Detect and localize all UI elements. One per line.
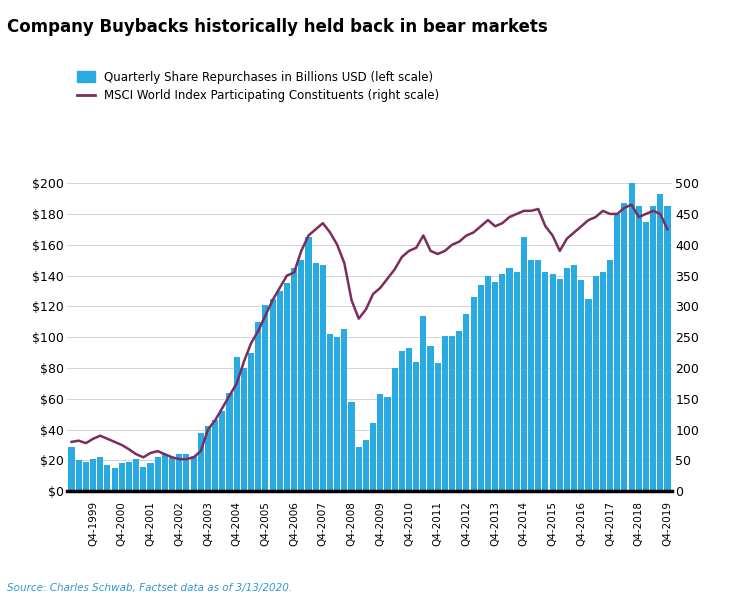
Bar <box>406 348 412 491</box>
Bar <box>212 420 218 491</box>
Bar <box>241 368 247 491</box>
Bar <box>198 432 204 491</box>
Bar <box>270 299 276 491</box>
Bar <box>75 461 82 491</box>
Text: Company Buybacks historically held back in bear markets: Company Buybacks historically held back … <box>7 18 548 36</box>
Bar <box>435 364 440 491</box>
Bar <box>485 276 491 491</box>
Bar <box>299 260 304 491</box>
Bar <box>500 274 505 491</box>
Bar <box>471 297 477 491</box>
Bar <box>442 335 448 491</box>
Bar <box>399 351 405 491</box>
Bar <box>477 285 484 491</box>
Bar <box>90 459 96 491</box>
Bar <box>104 465 111 491</box>
Bar <box>657 194 664 491</box>
Bar <box>205 426 211 491</box>
Bar <box>456 331 463 491</box>
Bar <box>83 462 89 491</box>
Bar <box>176 454 183 491</box>
Bar <box>506 268 513 491</box>
Bar <box>154 457 161 491</box>
Bar <box>607 260 613 491</box>
Bar <box>98 457 103 491</box>
Text: Source: Charles Schwab, Factset data as of 3/13/2020.: Source: Charles Schwab, Factset data as … <box>7 583 293 593</box>
Bar <box>276 291 283 491</box>
Bar <box>313 263 319 491</box>
Bar <box>305 237 312 491</box>
Bar <box>571 265 577 491</box>
Bar <box>133 459 139 491</box>
Bar <box>535 260 541 491</box>
Bar <box>621 203 627 491</box>
Bar <box>255 322 262 491</box>
Bar <box>219 411 225 491</box>
Bar <box>148 464 154 491</box>
Bar <box>449 335 455 491</box>
Bar <box>377 394 384 491</box>
Bar <box>600 273 606 491</box>
Bar <box>183 454 189 491</box>
Bar <box>542 273 548 491</box>
Bar <box>628 183 635 491</box>
Bar <box>284 283 290 491</box>
Bar <box>650 206 656 491</box>
Bar <box>420 316 426 491</box>
Bar <box>664 206 670 491</box>
Bar <box>463 314 469 491</box>
Bar <box>334 337 340 491</box>
Bar <box>69 446 75 491</box>
Bar <box>384 397 390 491</box>
Bar <box>327 334 333 491</box>
Bar <box>636 206 641 491</box>
Bar <box>550 274 556 491</box>
Bar <box>556 279 563 491</box>
Bar <box>578 280 585 491</box>
Bar <box>191 456 197 491</box>
Bar <box>248 353 254 491</box>
Bar <box>226 392 233 491</box>
Bar <box>564 268 570 491</box>
Bar <box>363 440 369 491</box>
Bar <box>593 276 599 491</box>
Bar <box>320 265 326 491</box>
Legend: Quarterly Share Repurchases in Billions USD (left scale), MSCI World Index Parti: Quarterly Share Repurchases in Billions … <box>72 66 444 107</box>
Bar <box>112 468 118 491</box>
Bar <box>521 237 527 491</box>
Bar <box>162 454 168 491</box>
Bar <box>413 362 419 491</box>
Bar <box>119 464 125 491</box>
Bar <box>355 446 362 491</box>
Bar <box>140 467 146 491</box>
Bar <box>126 462 132 491</box>
Bar <box>262 305 268 491</box>
Bar <box>370 423 376 491</box>
Bar <box>492 282 498 491</box>
Bar <box>643 222 649 491</box>
Bar <box>392 368 398 491</box>
Bar <box>291 268 297 491</box>
Bar <box>528 260 534 491</box>
Bar <box>341 329 347 491</box>
Bar <box>234 357 239 491</box>
Bar <box>514 273 520 491</box>
Bar <box>585 299 591 491</box>
Bar <box>427 346 434 491</box>
Bar <box>169 457 175 491</box>
Bar <box>614 214 620 491</box>
Bar <box>349 402 355 491</box>
